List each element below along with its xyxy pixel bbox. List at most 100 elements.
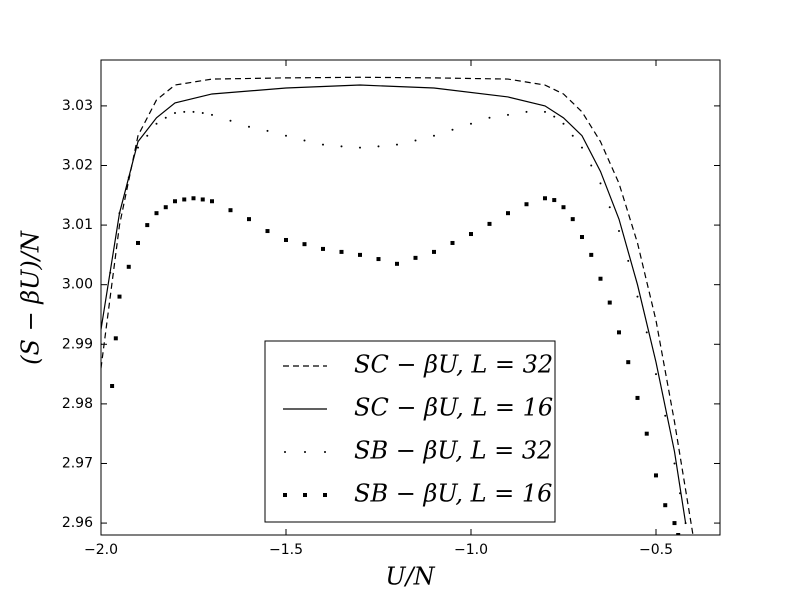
- series-point: [126, 264, 131, 269]
- series-point: [118, 212, 121, 215]
- series-point: [607, 300, 612, 305]
- legend-label: SB − βU, L = 16: [354, 480, 552, 508]
- series-point: [284, 134, 287, 137]
- x-tick-label: −0.5: [639, 542, 673, 558]
- series-point: [570, 217, 575, 222]
- series-point: [561, 205, 566, 210]
- y-tick-label: 2.99: [62, 336, 93, 352]
- legend-swatch: [323, 493, 327, 497]
- series-point: [579, 235, 584, 240]
- series-point: [562, 122, 565, 125]
- series-point: [163, 205, 168, 210]
- series-point: [580, 146, 583, 149]
- series-point: [283, 237, 288, 242]
- legend: SC − βU, L = 32 SC − βU, L = 16 SB − βU, L…: [264, 340, 556, 523]
- series-point: [266, 129, 269, 132]
- series-line: [101, 84, 687, 524]
- y-tick-label: 2.98: [62, 396, 93, 412]
- series-point: [302, 242, 307, 247]
- series-point: [209, 199, 214, 204]
- series-point: [488, 116, 491, 119]
- series-point: [487, 221, 492, 226]
- series-point: [191, 196, 196, 201]
- plot-frame: [100, 59, 721, 536]
- axes-layer: −2.0 −1.5 −1.0 −0.5 2.96 2.97 2.98 2.99 3.00 3.01…: [62, 60, 720, 558]
- y-tick-label: 3.02: [62, 157, 93, 173]
- x-tick-label: −2.0: [84, 542, 118, 558]
- series-point: [431, 249, 436, 254]
- series-point: [552, 198, 557, 203]
- series-point: [146, 134, 149, 137]
- series-point: [525, 110, 528, 113]
- series-point: [543, 110, 546, 113]
- series-point: [210, 113, 213, 116]
- series-point: [542, 196, 547, 201]
- series-point: [645, 331, 648, 334]
- series-point: [644, 431, 649, 436]
- series-point: [571, 134, 574, 137]
- series-point: [110, 384, 115, 389]
- legend-swatch: [303, 493, 307, 497]
- series-point: [598, 276, 603, 281]
- series-point: [589, 252, 594, 257]
- series-point: [377, 145, 380, 148]
- series-point: [636, 295, 639, 298]
- series-point: [635, 395, 640, 400]
- series-point: [506, 113, 509, 116]
- series-point: [340, 145, 343, 148]
- series-point: [505, 211, 510, 216]
- legend-swatch: [284, 451, 286, 453]
- series-point: [265, 229, 270, 234]
- series-point: [664, 414, 667, 417]
- series-point: [679, 492, 682, 495]
- series-point: [164, 116, 167, 119]
- series-point: [376, 257, 381, 262]
- series-point: [663, 503, 668, 508]
- series-point: [321, 143, 324, 146]
- series-point: [432, 134, 435, 137]
- series-point: [246, 217, 251, 222]
- legend-swatch: [324, 451, 326, 453]
- series-point: [200, 197, 205, 202]
- series-point: [155, 122, 158, 125]
- series-point: [626, 360, 631, 365]
- series-point: [172, 199, 177, 204]
- y-tick-label: 3.03: [62, 98, 93, 114]
- y-axis-label: (S − βU)/N: [17, 230, 45, 365]
- x-axis-label: U/N: [385, 563, 435, 591]
- legend-label: SC − βU, L = 16: [354, 394, 553, 422]
- series-point: [414, 139, 417, 142]
- series-point: [320, 246, 325, 251]
- y-tick-label: 3.01: [62, 217, 93, 233]
- legend-label: SB − βU, L = 32: [354, 437, 552, 465]
- series-point: [127, 176, 130, 179]
- series-point: [247, 125, 250, 128]
- series-point: [136, 146, 139, 149]
- series-point: [599, 182, 602, 185]
- x-tick-label: −1.5: [269, 542, 303, 558]
- series-point: [676, 533, 681, 535]
- series-point: [616, 330, 621, 335]
- series-point: [201, 112, 204, 115]
- series-point: [117, 294, 122, 299]
- y-tick-label: 2.97: [62, 455, 93, 471]
- series-point: [229, 119, 232, 122]
- series-point: [450, 240, 455, 245]
- series-point: [113, 336, 118, 341]
- series-point: [303, 139, 306, 142]
- series-point: [358, 146, 361, 149]
- series-point: [154, 211, 159, 216]
- series-point: [672, 521, 677, 526]
- series-point: [192, 110, 195, 113]
- legend-swatch: [304, 451, 306, 453]
- series-point: [395, 143, 398, 146]
- y-tick-label: 3.00: [62, 277, 93, 293]
- legend-label: SC − βU, L = 32: [354, 351, 553, 379]
- series-point: [673, 462, 676, 465]
- series-point: [394, 261, 399, 266]
- series-point: [627, 259, 630, 262]
- y-tick-label: 2.96: [62, 515, 93, 531]
- series-point: [183, 110, 186, 113]
- series-point: [469, 122, 472, 125]
